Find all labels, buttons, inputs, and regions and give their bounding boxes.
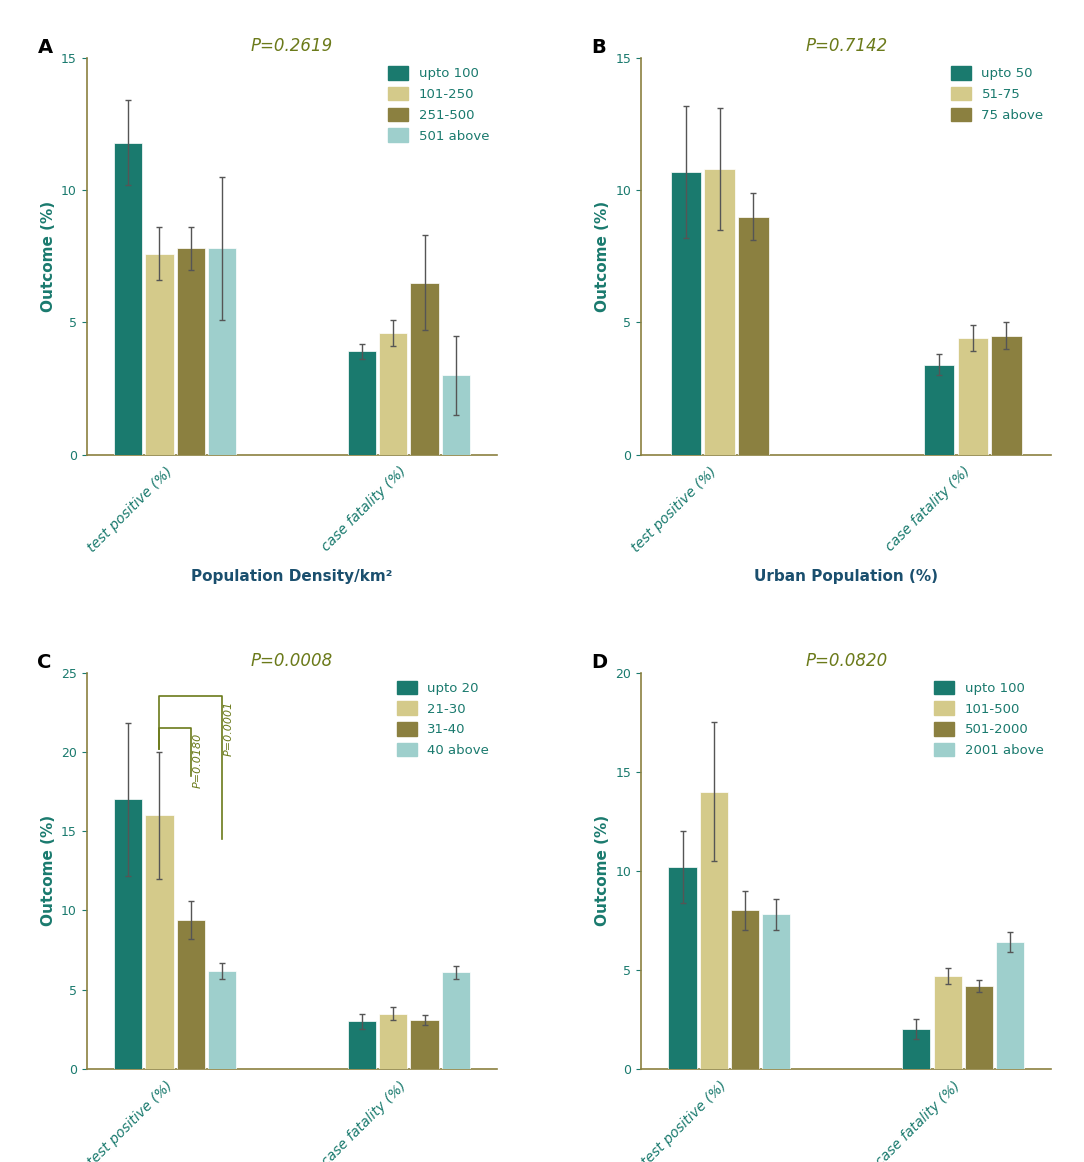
Bar (738, 216, 769, 454)
Bar (731, 911, 759, 1069)
Bar (208, 970, 236, 1069)
Y-axis label: Outcome (%): Outcome (%) (595, 201, 610, 311)
Text: P=0.0180: P=0.0180 (192, 733, 203, 788)
Text: P=0.0001: P=0.0001 (223, 701, 233, 756)
Title: P=0.0820: P=0.0820 (805, 652, 888, 669)
Y-axis label: Outcome (%): Outcome (%) (40, 816, 55, 926)
Bar (762, 914, 790, 1069)
Text: B: B (592, 38, 606, 57)
Y-axis label: Outcome (%): Outcome (%) (40, 201, 55, 311)
Bar (114, 799, 142, 1069)
Bar (705, 170, 735, 454)
Legend: upto 100, 101-250, 251-500, 501 above: upto 100, 101-250, 251-500, 501 above (384, 60, 494, 148)
Title: P=0.7142: P=0.7142 (805, 37, 888, 55)
Text: D: D (592, 653, 608, 672)
Bar (145, 253, 173, 454)
Bar (379, 333, 408, 454)
Bar (441, 973, 469, 1069)
Bar (669, 867, 697, 1069)
Bar (924, 365, 954, 454)
Bar (411, 1020, 439, 1069)
Title: P=0.0008: P=0.0008 (250, 652, 333, 669)
X-axis label: Urban Population (%): Urban Population (%) (754, 568, 939, 583)
Bar (177, 920, 205, 1069)
Legend: upto 100, 101-500, 501-2000, 2001 above: upto 100, 101-500, 501-2000, 2001 above (929, 675, 1049, 762)
Bar (348, 351, 376, 454)
Y-axis label: Outcome (%): Outcome (%) (595, 816, 610, 926)
Bar (996, 942, 1024, 1069)
Bar (411, 282, 439, 454)
Bar (441, 375, 469, 454)
Bar (965, 985, 993, 1069)
Bar (671, 172, 701, 454)
Bar (145, 816, 173, 1069)
Bar (348, 1021, 376, 1069)
Bar (957, 338, 988, 454)
Bar (991, 336, 1022, 454)
Legend: upto 20, 21-30, 31-40, 40 above: upto 20, 21-30, 31-40, 40 above (391, 675, 494, 762)
Title: P=0.2619: P=0.2619 (250, 37, 333, 55)
Bar (933, 976, 962, 1069)
Bar (114, 143, 142, 454)
Bar (699, 791, 727, 1069)
Text: C: C (38, 653, 52, 672)
Legend: upto 50, 51-75, 75 above: upto 50, 51-75, 75 above (946, 60, 1049, 127)
Text: A: A (38, 38, 53, 57)
Bar (379, 1013, 408, 1069)
Bar (208, 249, 236, 454)
Bar (177, 249, 205, 454)
Bar (902, 1030, 930, 1069)
X-axis label: Population Density/km²: Population Density/km² (191, 568, 392, 583)
